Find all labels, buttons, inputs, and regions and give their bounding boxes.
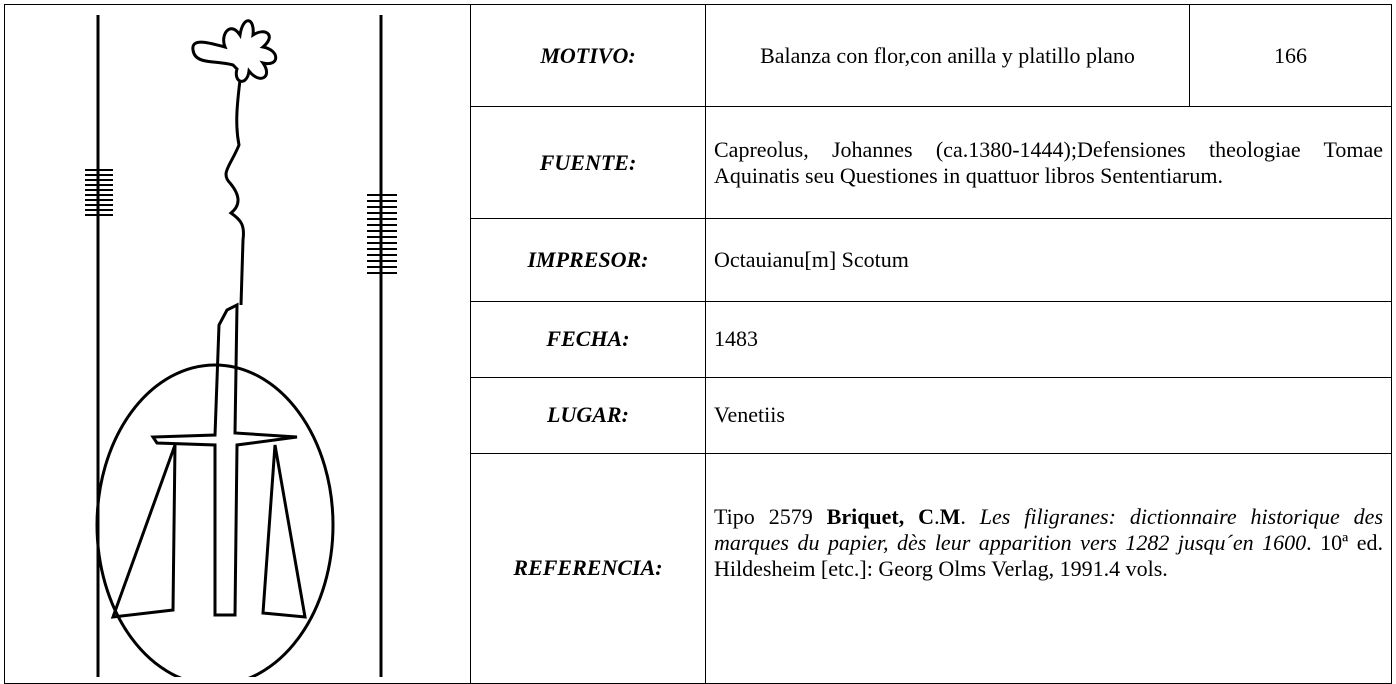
field-label: REFERENCIA: bbox=[470, 452, 706, 684]
row: IMPRESOR: Octauianu[m] Scotum bbox=[5, 218, 1392, 303]
field-value: 1483 bbox=[705, 301, 1392, 378]
field-label: LUGAR: bbox=[470, 376, 706, 454]
field-value: Octauianu[m] Scotum bbox=[705, 218, 1392, 303]
watermark-cell bbox=[4, 4, 471, 684]
record-number: 166 bbox=[1189, 3, 1392, 108]
field-value: Venetiis bbox=[705, 376, 1392, 454]
text: . bbox=[960, 504, 980, 530]
text: . 10ª ed. Hildesheim [etc.]: Georg Olms … bbox=[714, 530, 1383, 582]
field-label: IMPRESOR: bbox=[470, 218, 706, 303]
row: LUGAR: Venetiis bbox=[5, 376, 1392, 454]
text: . bbox=[934, 504, 940, 530]
field-label: MOTIVO: bbox=[470, 3, 706, 108]
field-label: FECHA: bbox=[470, 301, 706, 378]
row: REFERENCIA: Tipo 2579 Briquet, C.M. Les … bbox=[5, 452, 1392, 684]
field-value: Capreolus, Johannes (ca.1380-1444);Defen… bbox=[705, 106, 1392, 220]
text: Tipo 2579 bbox=[714, 504, 827, 530]
author: M bbox=[939, 504, 961, 530]
field-label: FUENTE: bbox=[470, 106, 706, 220]
author: Briquet, C bbox=[826, 504, 935, 530]
row: FUENTE: Capreolus, Johannes (ca.1380-144… bbox=[5, 106, 1392, 220]
field-value: Balanza con flor,con anilla y platillo p… bbox=[705, 3, 1190, 108]
field-value: Tipo 2579 Briquet, C.M. Les filigranes: … bbox=[705, 452, 1392, 684]
book-title: Les filigranes: dictionnaire historique … bbox=[714, 504, 1384, 556]
watermark-drawing bbox=[85, 15, 397, 684]
row: MOTIVO: Balanza con flor,con anilla y pl… bbox=[4, 3, 1392, 684]
record-table: MOTIVO: Balanza con flor,con anilla y pl… bbox=[4, 3, 1392, 684]
